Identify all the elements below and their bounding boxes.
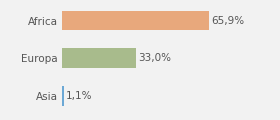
Text: 33,0%: 33,0% xyxy=(138,53,171,63)
Bar xyxy=(62,86,64,106)
Bar xyxy=(62,48,136,68)
Text: 1,1%: 1,1% xyxy=(66,91,93,101)
Text: 65,9%: 65,9% xyxy=(211,15,245,26)
Bar xyxy=(62,11,209,30)
